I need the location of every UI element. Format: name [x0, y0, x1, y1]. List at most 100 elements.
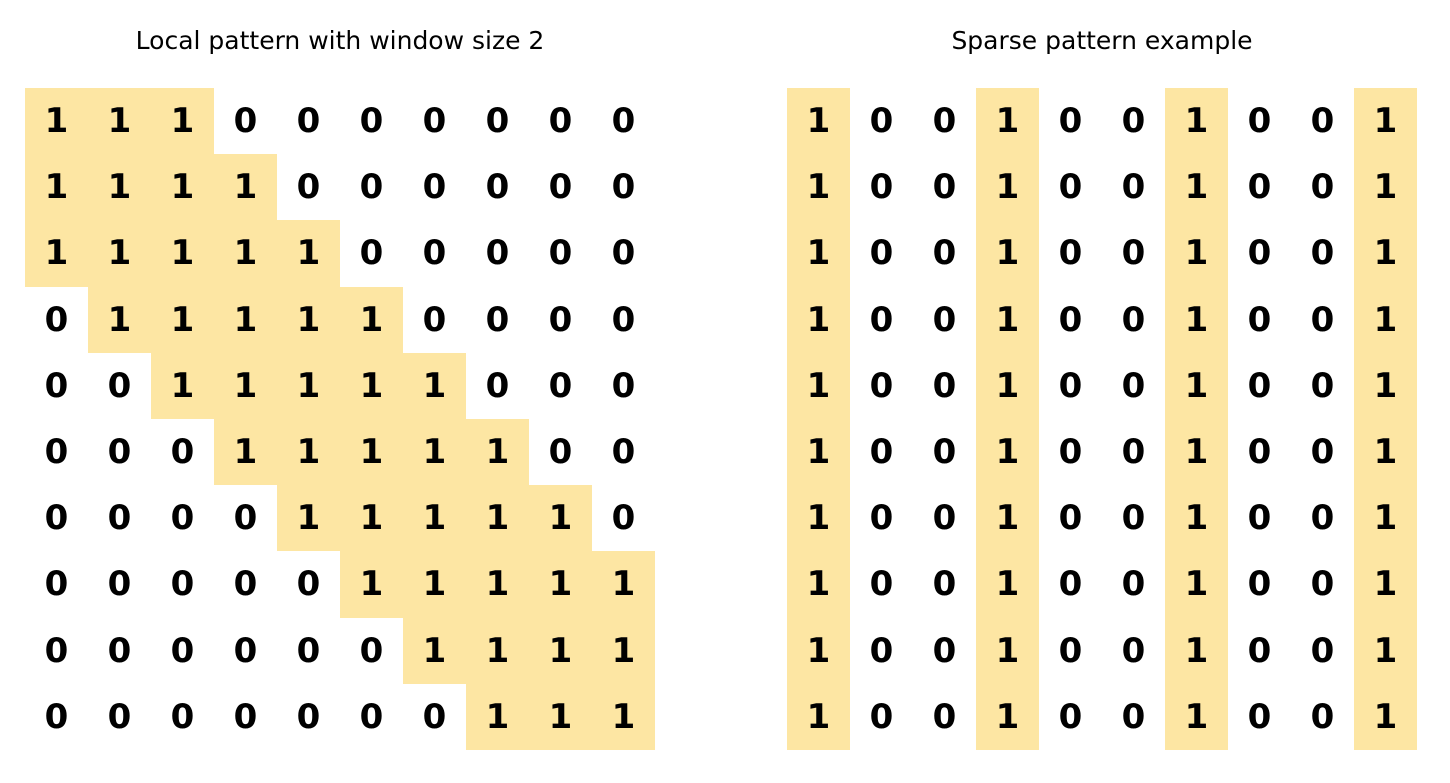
local-matrix-cell-r1-c2: 1	[151, 154, 214, 221]
local-matrix-cell-r8-c6: 1	[403, 617, 466, 684]
sparse-matrix-cell-r9-c2: 0	[932, 696, 957, 737]
local-matrix-cell-r8-c4: 0	[296, 630, 321, 671]
local-matrix-cell-r0-c4: 0	[296, 101, 321, 142]
local-matrix-cell-r7-c6: 1	[403, 551, 466, 618]
local-matrix-cell-r2-c6: 0	[422, 233, 447, 274]
sparse-matrix-cell-r5-c4: 0	[1058, 432, 1083, 473]
sparse-matrix-cell-r1-c2: 0	[932, 167, 957, 208]
sparse-matrix-cell-r4-c6: 1	[1165, 352, 1228, 419]
sparse-matrix-cell-r3-c6: 1	[1165, 286, 1228, 353]
sparse-matrix-cell-r3-c8: 0	[1310, 299, 1335, 340]
local-matrix-cell-r6-c3: 0	[233, 498, 258, 539]
local-matrix-cell-r8-c7: 1	[466, 617, 529, 684]
local-matrix-cell-r7-c1: 0	[107, 564, 132, 605]
local-matrix-cell-r0-c5: 0	[359, 101, 384, 142]
local-matrix-cell-r5-c9: 0	[611, 432, 636, 473]
local-matrix-cell-r2-c8: 0	[548, 233, 573, 274]
sparse-matrix-cell-r1-c4: 0	[1058, 167, 1083, 208]
local-matrix-cell-r2-c1: 1	[88, 220, 151, 287]
sparse-matrix-cell-r4-c4: 0	[1058, 365, 1083, 406]
sparse-matrix-cell-r1-c8: 0	[1310, 167, 1335, 208]
sparse-matrix-cell-r9-c1: 0	[869, 696, 894, 737]
sparse-matrix-cell-r8-c2: 0	[932, 630, 957, 671]
local-matrix-cell-r3-c1: 1	[88, 286, 151, 353]
sparse-matrix-cell-r5-c3: 1	[976, 419, 1039, 486]
local-matrix-cell-r2-c0: 1	[25, 220, 88, 287]
local-matrix-cell-r1-c0: 1	[25, 154, 88, 221]
local-matrix-cell-r6-c7: 1	[466, 485, 529, 552]
local-matrix-cell-r7-c3: 0	[233, 564, 258, 605]
local-matrix-cell-r0-c2: 1	[151, 88, 214, 155]
sparse-matrix-cell-r6-c5: 0	[1121, 498, 1146, 539]
sparse-matrix-cell-r5-c0: 1	[787, 419, 850, 486]
sparse-matrix-cell-r3-c5: 0	[1121, 299, 1146, 340]
sparse-matrix-cell-r4-c7: 0	[1247, 365, 1272, 406]
local-matrix-cell-r3-c9: 0	[611, 299, 636, 340]
sparse-matrix-cell-r0-c5: 0	[1121, 101, 1146, 142]
local-matrix-cell-r4-c2: 1	[151, 352, 214, 419]
local-matrix-cell-r5-c0: 0	[44, 432, 69, 473]
sparse-matrix-cell-r9-c5: 0	[1121, 696, 1146, 737]
local-matrix-cell-r9-c6: 0	[422, 696, 447, 737]
local-matrix-cell-r9-c7: 1	[466, 683, 529, 750]
local-matrix-cell-r8-c3: 0	[233, 630, 258, 671]
sparse-matrix-cell-r2-c3: 1	[976, 220, 1039, 287]
sparse-matrix-cell-r2-c0: 1	[787, 220, 850, 287]
local-matrix-cell-r4-c6: 1	[403, 352, 466, 419]
sparse-matrix-cell-r9-c9: 1	[1354, 683, 1417, 750]
local-matrix-cell-r2-c5: 0	[359, 233, 384, 274]
sparse-matrix-cell-r8-c6: 1	[1165, 617, 1228, 684]
sparse-matrix-cell-r8-c4: 0	[1058, 630, 1083, 671]
sparse-matrix-cell-r4-c3: 1	[976, 352, 1039, 419]
local-matrix-cell-r5-c7: 1	[466, 419, 529, 486]
local-matrix-cell-r4-c3: 1	[214, 352, 277, 419]
sparse-matrix-cell-r0-c9: 1	[1354, 88, 1417, 155]
local-matrix-cell-r2-c2: 1	[151, 220, 214, 287]
local-matrix-cell-r7-c8: 1	[529, 551, 592, 618]
sparse-matrix-cell-r3-c2: 0	[932, 299, 957, 340]
local-matrix-cell-r8-c8: 1	[529, 617, 592, 684]
sparse-matrix-cell-r8-c3: 1	[976, 617, 1039, 684]
local-matrix-cell-r2-c9: 0	[611, 233, 636, 274]
local-matrix-cell-r4-c9: 0	[611, 365, 636, 406]
sparse-matrix-cell-r9-c3: 1	[976, 683, 1039, 750]
local-matrix-cell-r6-c8: 1	[529, 485, 592, 552]
sparse-matrix-cell-r1-c6: 1	[1165, 154, 1228, 221]
sparse-matrix-cell-r5-c9: 1	[1354, 419, 1417, 486]
local-matrix-cell-r3-c6: 0	[422, 299, 447, 340]
sparse-matrix-cell-r0-c8: 0	[1310, 101, 1335, 142]
local-matrix-cell-r3-c2: 1	[151, 286, 214, 353]
local-matrix-cell-r9-c0: 0	[44, 696, 69, 737]
local-matrix-cell-r6-c0: 0	[44, 498, 69, 539]
local-matrix-cell-r3-c7: 0	[485, 299, 510, 340]
local-matrix-cell-r9-c5: 0	[359, 696, 384, 737]
local-matrix-cell-r0-c0: 1	[25, 88, 88, 155]
sparse-matrix-cell-r6-c3: 1	[976, 485, 1039, 552]
local-matrix-cell-r3-c8: 0	[548, 299, 573, 340]
sparse-matrix-cell-r7-c6: 1	[1165, 551, 1228, 618]
local-matrix-cell-r5-c6: 1	[403, 419, 466, 486]
sparse-matrix-cell-r8-c0: 1	[787, 617, 850, 684]
sparse-matrix-cell-r6-c9: 1	[1354, 485, 1417, 552]
sparse-matrix-cell-r4-c8: 0	[1310, 365, 1335, 406]
local-matrix-cell-r0-c6: 0	[422, 101, 447, 142]
local-matrix-cell-r6-c4: 1	[277, 485, 340, 552]
local-matrix-cell-r5-c8: 0	[548, 432, 573, 473]
local-matrix-cell-r7-c9: 1	[592, 551, 655, 618]
sparse-matrix-cell-r7-c7: 0	[1247, 564, 1272, 605]
sparse-matrix-cell-r2-c6: 1	[1165, 220, 1228, 287]
local-matrix-cell-r6-c2: 0	[170, 498, 195, 539]
local-matrix-cell-r1-c3: 1	[214, 154, 277, 221]
local-matrix-cell-r4-c4: 1	[277, 352, 340, 419]
sparse-matrix-cell-r3-c9: 1	[1354, 286, 1417, 353]
local-matrix-cell-r8-c5: 0	[359, 630, 384, 671]
local-matrix-cell-r6-c1: 0	[107, 498, 132, 539]
local-matrix-cell-r6-c5: 1	[340, 485, 403, 552]
sparse-matrix-cell-r6-c8: 0	[1310, 498, 1335, 539]
sparse-matrix-cell-r8-c9: 1	[1354, 617, 1417, 684]
sparse-matrix-cell-r2-c7: 0	[1247, 233, 1272, 274]
sparse-matrix-cell-r6-c0: 1	[787, 485, 850, 552]
local-matrix-cell-r2-c7: 0	[485, 233, 510, 274]
